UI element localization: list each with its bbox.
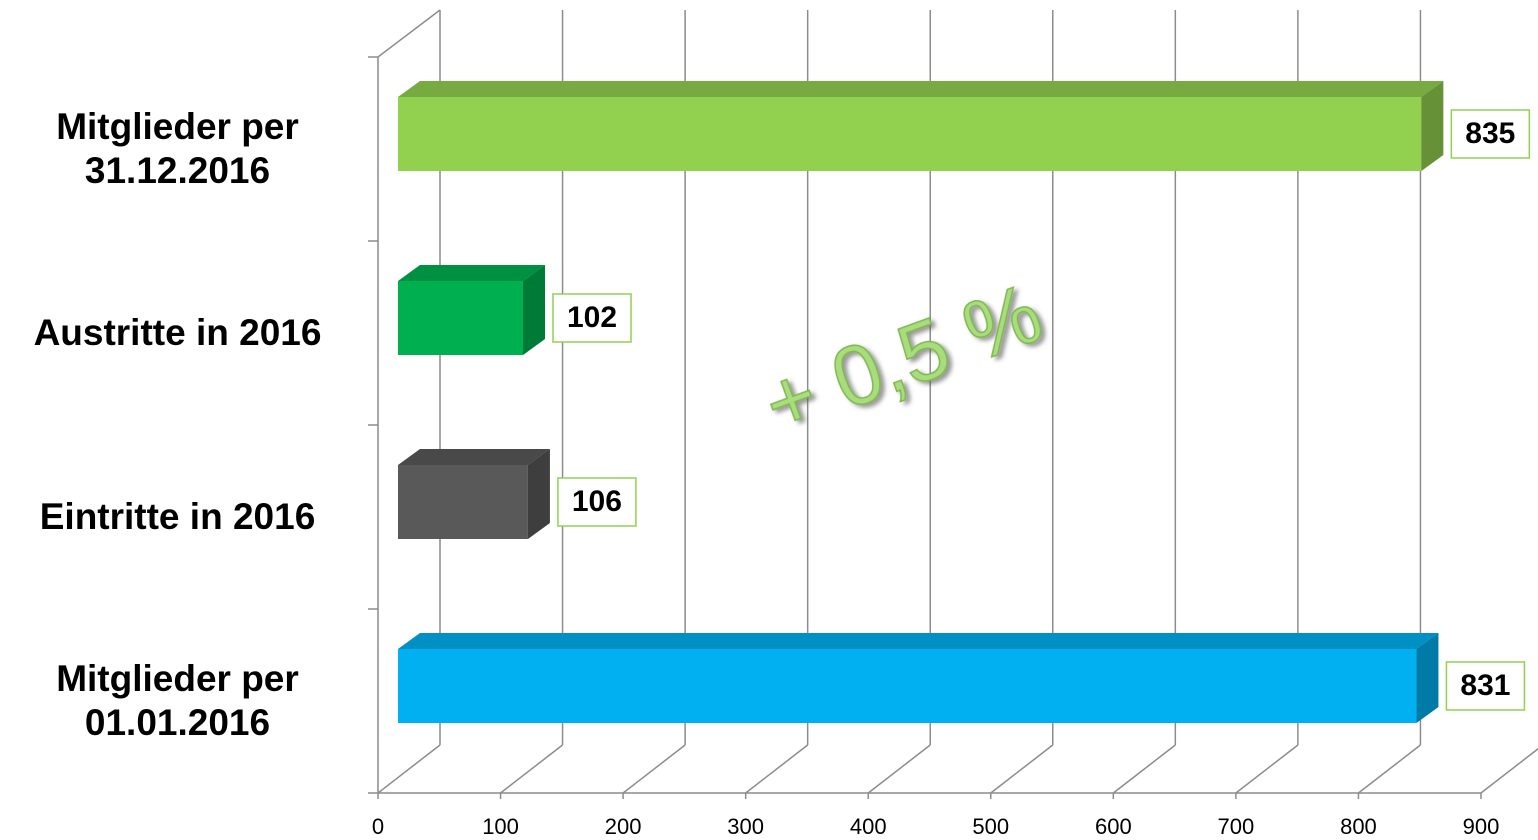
- bar-side: [1421, 81, 1444, 171]
- grid-line-floor: [500, 744, 564, 794]
- bar-top: [398, 449, 550, 465]
- grid-line-floor: [745, 744, 809, 794]
- x-tick-label: 200: [605, 814, 642, 839]
- value-label-box: [1445, 661, 1526, 711]
- value-label-box: [557, 477, 637, 527]
- x-tick-label: 600: [1095, 814, 1132, 839]
- x-tick-label: 900: [1463, 814, 1500, 839]
- bar-side-shade: [527, 449, 550, 539]
- value-label-box: [552, 293, 632, 343]
- x-tick-label: 800: [1340, 814, 1377, 839]
- y-tick-label: Eintritte in 2016: [39, 496, 316, 537]
- x-tick-label: 300: [727, 814, 764, 839]
- left-wall-top: [377, 9, 441, 58]
- x-tick-label: 0: [372, 814, 384, 839]
- bar-top: [398, 81, 1444, 97]
- y-tick-label: Austritte in 2016: [33, 312, 322, 353]
- grid-line-floor: [622, 744, 686, 794]
- value-label: 106: [572, 485, 622, 518]
- bar-top: [398, 633, 1439, 649]
- bar: [398, 81, 1444, 171]
- grid-line-floor: [1112, 744, 1176, 794]
- value-label: 102: [567, 301, 617, 334]
- bar: [398, 449, 550, 539]
- bar-front: [398, 649, 1417, 723]
- bar-side: [523, 265, 546, 355]
- grid-line-floor: [1357, 744, 1421, 794]
- bar-top-shade: [398, 81, 1444, 97]
- x-tick-label: 700: [1218, 814, 1255, 839]
- grid-line-floor: [867, 744, 931, 794]
- bar-top-shade: [398, 265, 546, 281]
- x-tick-label: 100: [482, 814, 519, 839]
- bar-top-shade: [398, 633, 1439, 649]
- bar-side-shade: [1416, 633, 1439, 723]
- bar-front: [398, 281, 524, 355]
- bar: [398, 265, 546, 355]
- value-label: 831: [1460, 669, 1510, 702]
- y-tick-label: Mitglieder per 01.01.2016: [56, 658, 299, 743]
- bar-side: [527, 449, 550, 539]
- bar-side: [1416, 633, 1439, 723]
- bar-front: [398, 465, 528, 539]
- bar-side-shade: [1421, 81, 1444, 171]
- bar-front: [398, 97, 1422, 171]
- bar-top-shade: [398, 449, 550, 465]
- bar: [398, 633, 1439, 723]
- value-label-box: [1450, 109, 1531, 159]
- bar-side-shade: [523, 265, 546, 355]
- value-label: 835: [1465, 117, 1515, 150]
- y-tick-label: Mitglieder per 31.12.2016: [56, 106, 299, 191]
- grid-line-floor: [1480, 747, 1538, 794]
- bar-top: [398, 265, 546, 281]
- annotation: + 0,5 %: [752, 265, 1054, 452]
- x-tick-label: 400: [850, 814, 887, 839]
- grid-line-floor: [990, 744, 1054, 794]
- grid-line-floor: [377, 744, 441, 794]
- axis-walls: [368, 9, 1481, 794]
- x-tick-label: 500: [972, 814, 1009, 839]
- grid-line-floor: [1235, 744, 1299, 794]
